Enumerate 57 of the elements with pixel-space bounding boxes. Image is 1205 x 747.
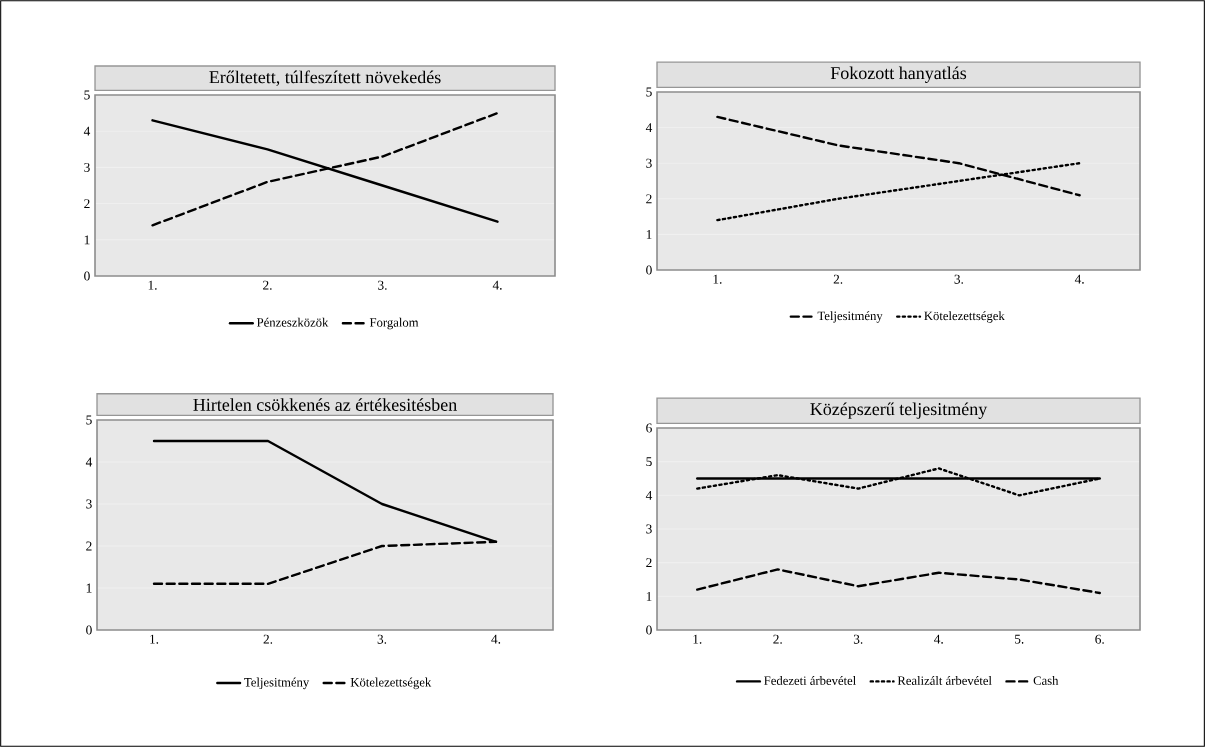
x-tick-label: 3. xyxy=(377,634,387,644)
x-tick-label: 3. xyxy=(853,634,863,644)
y-tick-label: 4 xyxy=(645,490,653,500)
y-tick-label: 4 xyxy=(645,123,653,132)
chart-title: Középszerű teljesitmény xyxy=(810,402,988,419)
y-tick-label: 3 xyxy=(646,524,652,534)
x-tick-label: 2. xyxy=(833,274,843,284)
chart-title: Erőltetett, túlfeszített növekedés xyxy=(209,70,441,86)
legend-label: Kötelezettségek xyxy=(350,677,432,690)
x-tick-label: 4. xyxy=(1074,274,1084,284)
legend-label: Cash xyxy=(1033,676,1059,685)
y-tick-label: 5 xyxy=(84,90,90,100)
y-tick-label: 5 xyxy=(646,87,652,97)
y-tick-label: 1 xyxy=(86,583,92,593)
y-tick-label: 0 xyxy=(86,625,92,635)
legend-label: Forgalom xyxy=(369,317,419,330)
x-tick-label: 2. xyxy=(263,634,273,644)
y-tick-label: 0 xyxy=(84,271,90,281)
x-tick-label: 4. xyxy=(492,280,502,290)
x-tick-label: 3. xyxy=(954,274,963,284)
y-tick-label: 2 xyxy=(646,194,652,204)
x-tick-label: 4. xyxy=(934,634,943,644)
y-tick-label: 3 xyxy=(646,158,652,168)
y-tick-label: 0 xyxy=(646,625,652,635)
legend-label: Teljesitmény xyxy=(244,677,310,690)
legend-label: Teljesitmény xyxy=(817,311,883,323)
y-tick-label: 3 xyxy=(86,499,92,509)
y-tick-label: 2 xyxy=(86,541,92,551)
x-tick-label: 1. xyxy=(713,274,722,284)
x-tick-label: 4. xyxy=(491,634,501,644)
y-tick-label: 3 xyxy=(84,162,90,172)
legend-label: Realizált árbevétel xyxy=(897,676,992,685)
legend-label: Pénzeszközök xyxy=(256,317,329,327)
y-tick-label: 1 xyxy=(646,591,652,601)
x-tick-label: 3. xyxy=(378,280,387,290)
y-tick-label: 5 xyxy=(646,457,652,467)
y-tick-label: 4 xyxy=(83,126,91,136)
y-tick-label: 0 xyxy=(646,265,652,275)
y-tick-label: 1 xyxy=(84,235,90,245)
chart-title: Hirtelen csökkenés az értékesitésben xyxy=(193,398,457,411)
line-series xyxy=(696,568,1101,595)
y-tick-label: 2 xyxy=(646,558,652,568)
x-tick-label: 1. xyxy=(148,280,157,290)
y-tick-label: 6 xyxy=(646,423,652,433)
x-tick-label: 2. xyxy=(263,280,272,290)
y-tick-label: 2 xyxy=(84,199,90,209)
x-tick-label: 5. xyxy=(1015,634,1024,644)
y-tick-label: 5 xyxy=(86,415,92,425)
chart-title: Fokozott hanyatlás xyxy=(830,66,967,83)
x-tick-label: 6. xyxy=(1095,634,1104,644)
x-tick-label: 1. xyxy=(150,634,159,644)
y-tick-label: 1 xyxy=(646,230,652,239)
x-tick-label: 2. xyxy=(773,634,782,644)
legend-label: Fedezeti árbevétel xyxy=(764,676,856,685)
legend-label: Kötelezettségek xyxy=(924,311,1005,323)
y-tick-label: 4 xyxy=(85,457,93,467)
x-tick-label: 1. xyxy=(693,634,702,644)
